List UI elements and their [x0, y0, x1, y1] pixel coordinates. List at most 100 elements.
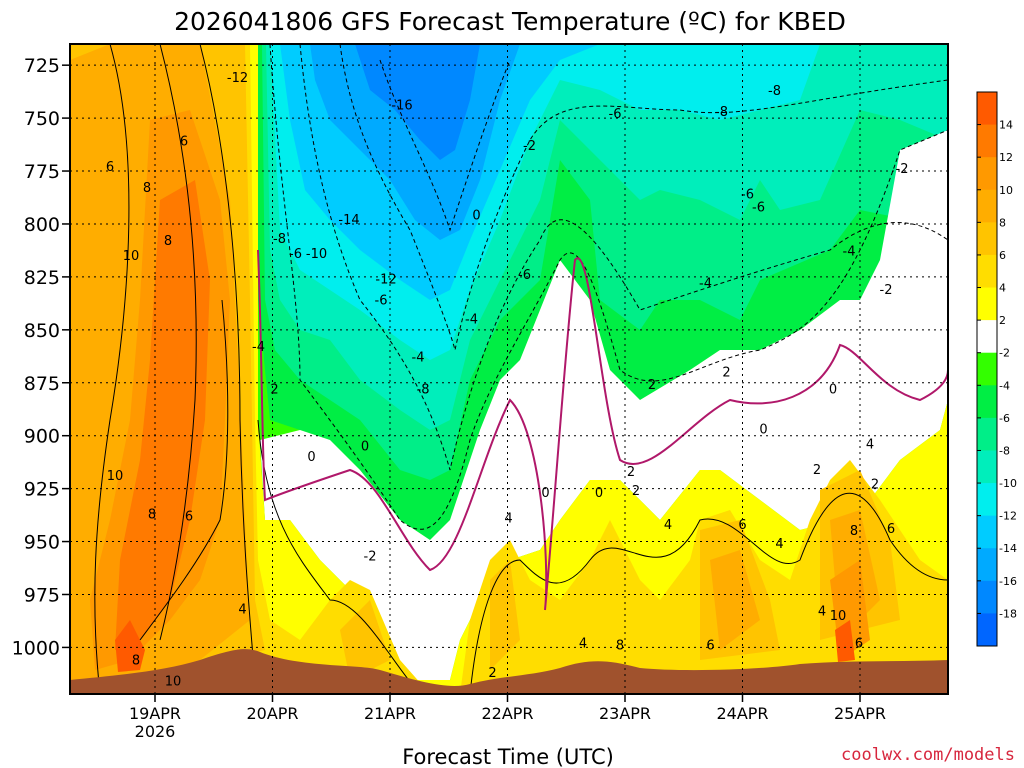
colorbar-swatch [977, 613, 997, 647]
contour-label: 10 [830, 609, 847, 624]
contour-label: 4 [579, 636, 587, 651]
contour-label: -6 [752, 200, 765, 215]
contour-label: 6 [887, 522, 895, 537]
y-tick-label: 775 [24, 161, 60, 183]
colorbar-swatch [977, 580, 997, 614]
contour-label: 6 [738, 518, 746, 533]
colorbar-swatch [977, 417, 997, 451]
colorbar-swatch [977, 287, 997, 321]
contour-label: 0 [541, 486, 549, 501]
contour-label: 2 [627, 465, 635, 480]
contour-label: 2 [722, 365, 730, 380]
band-near-zero [260, 130, 948, 680]
contour-label: -4 [412, 351, 425, 366]
contour-label: 6 [106, 160, 114, 175]
contour-label: -8 [715, 105, 728, 120]
contour-label: -14 [338, 213, 359, 228]
colorbar-swatch [977, 450, 997, 484]
contour-label: -12 [375, 272, 396, 287]
contour-label: 8 [143, 181, 151, 196]
contour-label: -4 [252, 340, 265, 355]
y-tick-label: 975 [24, 584, 60, 606]
contour-label: 4 [866, 437, 874, 452]
x-axis: 19APR 20APR 21APR 22APR 23APR 24APR 25APR [129, 694, 886, 723]
contour-label: 8 [132, 653, 140, 668]
x-tick-label: 21APR [364, 704, 416, 723]
freezing-line [257, 249, 948, 611]
contour-label: 0 [472, 209, 480, 224]
contour-label: 0 [595, 486, 603, 501]
contour-label: 4 [775, 537, 783, 552]
contour-label: 8 [616, 639, 624, 654]
colorbar-label: 6 [999, 249, 1006, 262]
contour-label: 8 [850, 524, 858, 539]
y-tick-label: 725 [24, 55, 60, 77]
contour-label: 6 [855, 636, 863, 651]
contour-label: -8 [273, 232, 286, 247]
colorbar-swatch [977, 157, 997, 191]
colorbar-label: 4 [999, 282, 1006, 295]
contour-label: 4 [664, 518, 672, 533]
x-axis-label: Forecast Time (UTC) [402, 745, 614, 768]
contour-label: 2 [648, 378, 656, 393]
colorbar-swatch [977, 124, 997, 158]
contour-label: -4 [465, 312, 478, 327]
grid-lines [70, 44, 948, 694]
contour-label: 2 [488, 666, 496, 681]
y-tick-label: 825 [24, 267, 60, 289]
colorbar-label: -18 [999, 607, 1017, 620]
colorbar-swatch [977, 222, 997, 256]
contour-label: 10 [165, 675, 182, 690]
contour-labels: 6 8 6 10 8 10 8 6 8 10 -12 2 0 -4 -6 4 -8 -10 -6 -4 0 -16 -14 -… [106, 71, 909, 689]
colorbar-label: -8 [999, 444, 1010, 457]
y-tick-label: 875 [24, 373, 60, 395]
contour-label: -12 [227, 71, 248, 86]
plot-frame [69, 43, 949, 695]
contour-label: 4 [238, 603, 246, 618]
contour-label: 8 [164, 234, 172, 249]
colorbar-label: 10 [999, 184, 1013, 197]
plot-area: 6 8 6 10 8 10 8 6 8 10 -12 2 0 -4 -6 4 -8 -10 -6 -4 0 -16 -14 -… [70, 44, 948, 694]
colorbar-label: -12 [999, 510, 1017, 523]
y-tick-label: 850 [24, 320, 60, 342]
contour-label: 10 [107, 469, 124, 484]
x-year-label: 2026 [135, 722, 176, 741]
colorbar-swatch [977, 254, 997, 289]
contour-label: 2 [813, 463, 821, 478]
colorbar-swatch [977, 352, 997, 386]
x-tick-label: 23APR [599, 704, 651, 723]
contour-label: 2 [632, 484, 640, 499]
contour-label: 0 [829, 382, 837, 397]
colorbar-label: -10 [999, 477, 1017, 490]
colorbar-swatch [977, 320, 997, 354]
colorbar-swatch [977, 92, 997, 126]
colorbar-swatch [977, 385, 997, 419]
credit-text: coolwx.com/models [841, 745, 1015, 765]
x-tick-label: 25APR [834, 704, 886, 723]
colorbar-swatch [977, 515, 997, 549]
contour-label: 8 [148, 507, 156, 522]
contour-label: -8 [417, 382, 430, 397]
colorbar-swatch [977, 548, 997, 582]
contour-label: -2 [364, 550, 377, 565]
contour-label: -16 [391, 99, 412, 114]
colorbar-label: 12 [999, 151, 1013, 164]
terrain [70, 649, 948, 694]
contour-label: 0 [307, 450, 315, 465]
contour-label: 2 [871, 478, 879, 493]
contour-label: -6 [518, 268, 531, 283]
contour-label: -4 [843, 245, 856, 260]
contour-label: -6 [609, 107, 622, 122]
contour-label: 2 [270, 382, 278, 397]
x-tick-label: 19APR [129, 704, 181, 723]
contour-label: -6 [289, 247, 302, 262]
colorbar-swatch [977, 189, 997, 223]
colorbar-label: 2 [999, 314, 1006, 327]
y-tick-label: 800 [24, 214, 60, 236]
contour-label: 4 [504, 512, 512, 527]
y-tick-label: 900 [24, 426, 60, 448]
contour-label: 6 [180, 135, 188, 150]
contour-label: -4 [699, 276, 712, 291]
band-minus-16 [355, 44, 480, 160]
colorbar-label: -2 [999, 347, 1010, 360]
